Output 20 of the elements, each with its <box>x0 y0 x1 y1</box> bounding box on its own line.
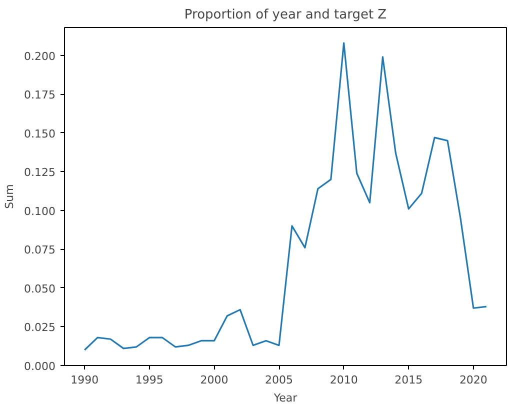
x-tick-label: 1990 <box>70 374 99 386</box>
y-tick-label: 0.075 <box>24 244 56 257</box>
x-axis-title: Year <box>272 392 298 404</box>
chart-title: Proportion of year and target Z <box>184 8 387 22</box>
x-tick-label: 2000 <box>200 374 228 386</box>
y-tick-label: 0.175 <box>24 88 56 102</box>
y-tick-label: 0.100 <box>24 204 56 218</box>
y-tick-label: 0.150 <box>24 127 56 140</box>
line-series <box>84 42 488 351</box>
y-axis-title: Sum <box>3 184 16 209</box>
y-tick-label: 0.025 <box>24 321 56 334</box>
x-tick-label: 2005 <box>265 374 294 386</box>
x-tick-label: 2010 <box>330 374 358 386</box>
x-tick-label: 1995 <box>135 374 164 386</box>
y-tick-label: 0.050 <box>24 282 56 296</box>
y-tick-label: 0.200 <box>24 50 56 63</box>
y-tick-label: 0.000 <box>24 360 56 373</box>
x-tick-label: 2020 <box>459 374 488 386</box>
x-tick-label: 2015 <box>394 374 423 386</box>
y-tick-label: 0.125 <box>24 166 56 180</box>
